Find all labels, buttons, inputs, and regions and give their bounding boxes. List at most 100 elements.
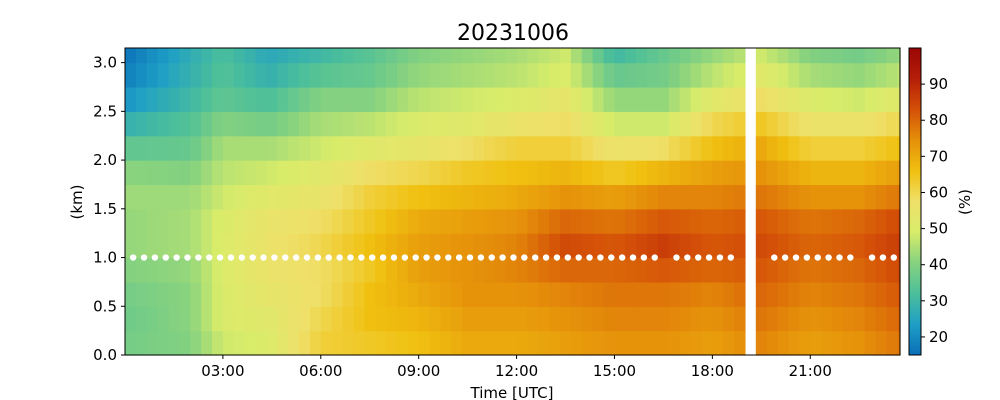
heatmap-cell: [266, 281, 278, 307]
heatmap-cell: [255, 233, 267, 259]
heatmap-cell: [277, 48, 289, 64]
heatmap-cell: [886, 330, 898, 356]
heatmap-cell: [799, 208, 811, 234]
heatmap-cell: [386, 281, 398, 307]
marker-point: [847, 254, 854, 261]
heatmap-cell: [440, 306, 452, 332]
heatmap-cell: [864, 62, 877, 88]
heatmap-cell: [168, 48, 180, 64]
heatmap-cell: [647, 135, 659, 161]
heatmap-cell: [647, 48, 659, 64]
heatmap-cell: [266, 62, 278, 88]
heatmap-cell: [755, 184, 768, 210]
heatmap-cell: [592, 160, 605, 186]
heatmap-cell: [734, 330, 746, 356]
heatmap-cell: [462, 306, 474, 332]
heatmap-cell: [777, 281, 790, 307]
heatmap-cell: [342, 184, 354, 210]
marker-point: [510, 254, 517, 261]
marker-point: [162, 254, 169, 261]
heatmap-cell: [277, 306, 289, 332]
heatmap-cell: [570, 160, 583, 186]
heatmap-cell: [451, 208, 463, 234]
heatmap-cell: [212, 48, 224, 64]
heatmap-cell: [233, 281, 246, 307]
heatmap-cell: [647, 184, 659, 210]
heatmap-cell: [712, 135, 724, 161]
heatmap-cell: [386, 111, 398, 137]
heatmap-cell: [125, 86, 137, 112]
heatmap-cell: [255, 86, 267, 112]
heatmap-cell: [451, 233, 463, 259]
heatmap-cell: [723, 86, 735, 112]
heatmap-cell: [842, 233, 855, 259]
heatmap-cell: [875, 330, 887, 356]
heatmap-cell: [212, 86, 224, 112]
heatmap-cell: [853, 208, 866, 234]
heatmap-cell: [766, 208, 779, 234]
heatmap-cell: [701, 184, 713, 210]
heatmap-cell: [647, 257, 659, 283]
heatmap-cell: [233, 135, 246, 161]
heatmap-cell: [592, 233, 605, 259]
marker-point: [249, 254, 256, 261]
heatmap-cell: [668, 233, 681, 259]
heatmap-cell: [799, 48, 811, 64]
heatmap-cell: [625, 111, 637, 137]
heatmap-cell: [549, 233, 561, 259]
heatmap-cell: [842, 62, 855, 88]
heatmap-cell: [755, 208, 768, 234]
heatmap-cell: [842, 86, 855, 112]
heatmap-cell: [625, 135, 637, 161]
heatmap-cell: [396, 86, 409, 112]
heatmap-cell: [831, 281, 844, 307]
heatmap-cell: [603, 62, 616, 88]
heatmap-cell: [636, 111, 648, 137]
heatmap-cell: [897, 86, 901, 112]
heatmap-cell: [494, 111, 507, 137]
marker-point: [629, 254, 637, 261]
heatmap-cell: [440, 330, 452, 356]
heatmap-cell: [320, 62, 333, 88]
heatmap-cell: [179, 306, 191, 332]
heatmap-cell: [581, 208, 594, 234]
heatmap-cell: [897, 306, 901, 332]
heatmap-cell: [592, 208, 605, 234]
heatmap-cell: [897, 281, 901, 307]
heatmap-cell: [288, 257, 300, 283]
heatmap-cell: [353, 160, 365, 186]
heatmap-cell: [777, 233, 790, 259]
heatmap-cell: [222, 257, 235, 283]
heatmap-cell: [266, 257, 278, 283]
heatmap-cell: [233, 184, 246, 210]
marker-point: [455, 254, 463, 261]
marker-point: [303, 254, 311, 261]
heatmap-cell: [701, 86, 713, 112]
heatmap-cell: [581, 306, 594, 332]
heatmap-cell: [494, 62, 507, 88]
heatmap-cell: [157, 135, 170, 161]
heatmap-cell: [396, 257, 409, 283]
heatmap-cell: [647, 281, 659, 307]
heatmap-cell: [494, 233, 507, 259]
heatmap-cell: [473, 257, 485, 283]
heatmap-cell: [320, 281, 333, 307]
heatmap-cell: [821, 257, 833, 283]
heatmap-cell: [288, 208, 300, 234]
heatmap-cell: [266, 48, 278, 64]
heatmap-cell: [723, 62, 735, 88]
heatmap-cell: [320, 257, 333, 283]
heatmap-cell: [429, 86, 442, 112]
heatmap-cell: [331, 184, 344, 210]
heatmap-cell: [614, 233, 626, 259]
heatmap-cell: [255, 208, 267, 234]
heatmap-cell: [233, 86, 246, 112]
heatmap-cell: [560, 48, 572, 64]
heatmap-cell: [473, 48, 485, 64]
heatmap-cell: [146, 160, 159, 186]
heatmap-cell: [777, 330, 790, 356]
heatmap-cell: [625, 281, 637, 307]
heatmap-cell: [657, 281, 670, 307]
marker-point: [542, 254, 550, 261]
heatmap-cell: [516, 330, 529, 356]
